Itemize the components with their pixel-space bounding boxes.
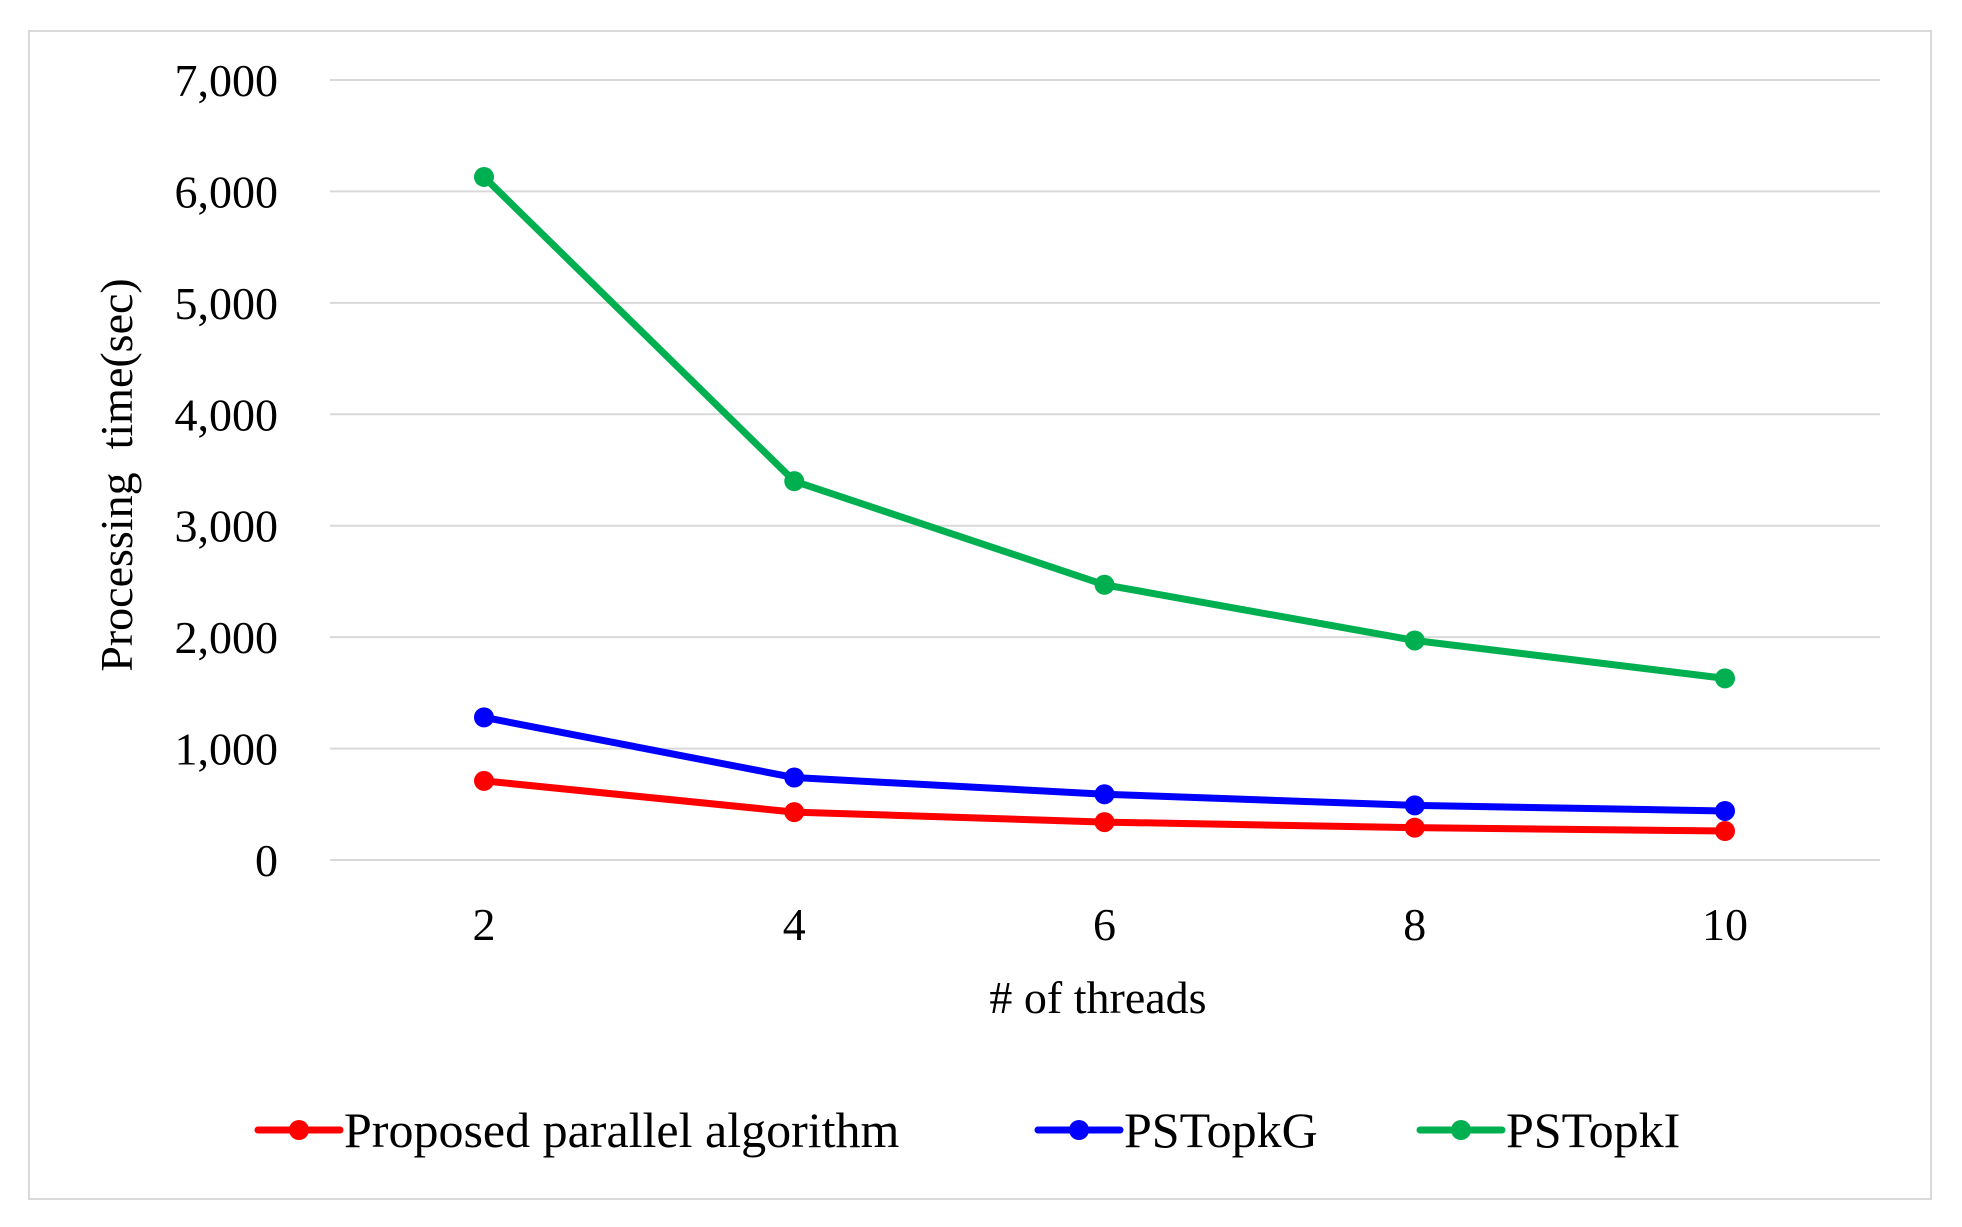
chart-frame: [28, 30, 1932, 1200]
gridlines: [330, 79, 1880, 861]
legend-item: PSTopkI: [1416, 1102, 1680, 1158]
series-pstopki: [474, 166, 1735, 689]
data-point: [1404, 817, 1425, 838]
legend-swatch-marker: [1069, 1120, 1089, 1140]
legend-label: PSTopkG: [1124, 1102, 1318, 1158]
data-point: [1715, 821, 1735, 842]
legend: Proposed parallel algorithm PSTopkG PSTopk…: [254, 1102, 1680, 1158]
legend-item: PSTopkG: [1034, 1102, 1318, 1158]
data-point: [1094, 784, 1115, 805]
legend-label: PSTopkI: [1506, 1102, 1680, 1158]
y-axis-title: Processing time(sec): [91, 278, 142, 671]
series-proposed-parallel-algorithm: [474, 770, 1735, 842]
legend-label: Proposed parallel algorithm: [344, 1102, 900, 1158]
x-axis-title: # of threads: [989, 972, 1206, 1023]
legend-item: Proposed parallel algorithm: [254, 1102, 900, 1158]
data-point: [1715, 668, 1735, 689]
data-point: [1715, 800, 1735, 821]
data-point: [1404, 630, 1425, 651]
data-point: [784, 767, 805, 788]
y-tick-label: 4,000: [175, 389, 279, 440]
data-point: [474, 707, 494, 728]
x-tick-label: 8: [1403, 899, 1426, 950]
x-axis-ticks: 2 4 6 8 10: [473, 899, 1749, 950]
y-tick-label: 2,000: [175, 612, 279, 663]
data-point: [784, 471, 805, 492]
series-pstopkg: [474, 707, 1735, 821]
y-tick-label: 0: [255, 835, 278, 886]
data-point: [784, 802, 805, 823]
y-axis-ticks: 0 1,000 2,000 3,000 4,000 5,000 6,000 7,000: [175, 55, 279, 886]
y-tick-label: 3,000: [175, 501, 279, 552]
x-tick-label: 4: [783, 899, 806, 950]
data-point: [474, 166, 494, 187]
x-tick-label: 10: [1702, 899, 1748, 950]
y-tick-label: 7,000: [175, 55, 279, 106]
legend-swatch-marker: [289, 1120, 309, 1140]
y-tick-label: 1,000: [175, 724, 279, 775]
y-tick-label: 6,000: [175, 166, 279, 217]
legend-swatch-marker: [1451, 1120, 1471, 1140]
x-tick-label: 2: [473, 899, 496, 950]
series-line: [480, 173, 1729, 682]
data-point: [1094, 812, 1115, 833]
data-point: [1404, 795, 1425, 816]
data-point: [1094, 574, 1115, 595]
x-tick-label: 6: [1093, 899, 1116, 950]
y-tick-label: 5,000: [175, 278, 279, 329]
series-lines: [474, 166, 1735, 842]
data-point: [474, 770, 494, 791]
